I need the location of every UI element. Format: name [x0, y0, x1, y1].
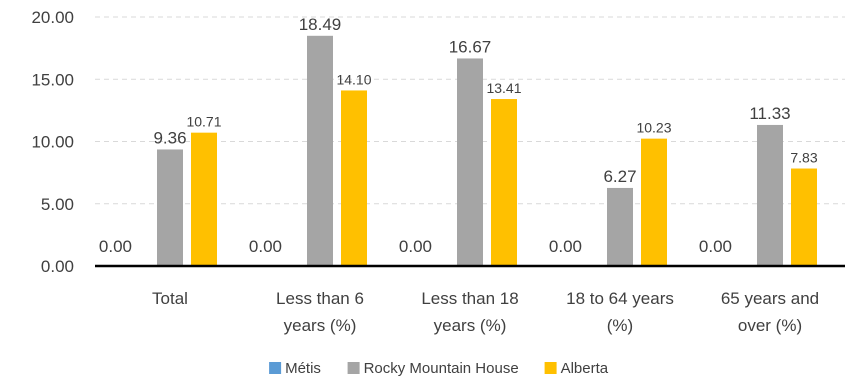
x-tick-label: over (%) [738, 316, 802, 335]
x-tick-label: (%) [607, 316, 633, 335]
data-label: 13.41 [486, 80, 521, 96]
y-axis: 0.00 5.00 10.00 15.00 20.00 [31, 8, 74, 276]
bar [791, 168, 817, 266]
data-label: 6.27 [603, 167, 636, 186]
x-axis: Total Less than 6 years (%) Less than 18 yea… [95, 264, 845, 335]
legend-swatch [544, 362, 557, 374]
gridlines [95, 16, 845, 205]
x-tick-label: years (%) [284, 316, 357, 335]
legend-swatch [269, 362, 282, 374]
legend-entry: Métis [285, 360, 321, 377]
bar [641, 138, 667, 266]
data-label: 9.36 [153, 128, 186, 147]
x-tick-label: years (%) [434, 316, 507, 335]
y-tick-label: 0.00 [41, 257, 74, 276]
x-tick-label: 65 years and [721, 289, 819, 308]
y-tick-label: 20.00 [31, 8, 74, 27]
data-label: 16.67 [449, 37, 492, 56]
bar [457, 58, 483, 267]
data-label: 10.71 [186, 114, 221, 130]
x-tick-label: Less than 6 [276, 289, 364, 308]
data-label: 18.49 [299, 15, 342, 34]
x-tick-label: 18 to 64 years [566, 289, 674, 308]
legend-swatch [347, 362, 360, 374]
y-tick-label: 5.00 [41, 195, 74, 214]
legend-entry: Rocky Mountain House [364, 360, 519, 377]
bar [157, 149, 183, 266]
data-label: 11.33 [749, 104, 790, 123]
y-tick-label: 10.00 [31, 133, 74, 152]
bar [607, 187, 633, 266]
data-label: 14.10 [336, 71, 371, 87]
data-label: 0.00 [699, 237, 732, 256]
data-label: 0.00 [99, 237, 132, 256]
data-label: 10.23 [636, 120, 671, 136]
x-tick-label: Less than 18 [421, 289, 518, 308]
x-tick-label: Total [152, 289, 188, 308]
bar [307, 35, 333, 266]
data-label: 0.00 [249, 237, 282, 256]
data-label: 0.00 [399, 237, 432, 256]
data-label: 7.83 [790, 150, 817, 166]
y-tick-label: 15.00 [31, 70, 74, 89]
bar [191, 132, 217, 266]
data-label: 0.00 [549, 237, 582, 256]
bar [491, 99, 517, 266]
bar [757, 124, 783, 266]
legend-entry: Alberta [561, 360, 609, 377]
legend: Métis Rocky Mountain House Alberta [269, 360, 609, 377]
bars [157, 35, 817, 267]
bar [341, 90, 367, 266]
